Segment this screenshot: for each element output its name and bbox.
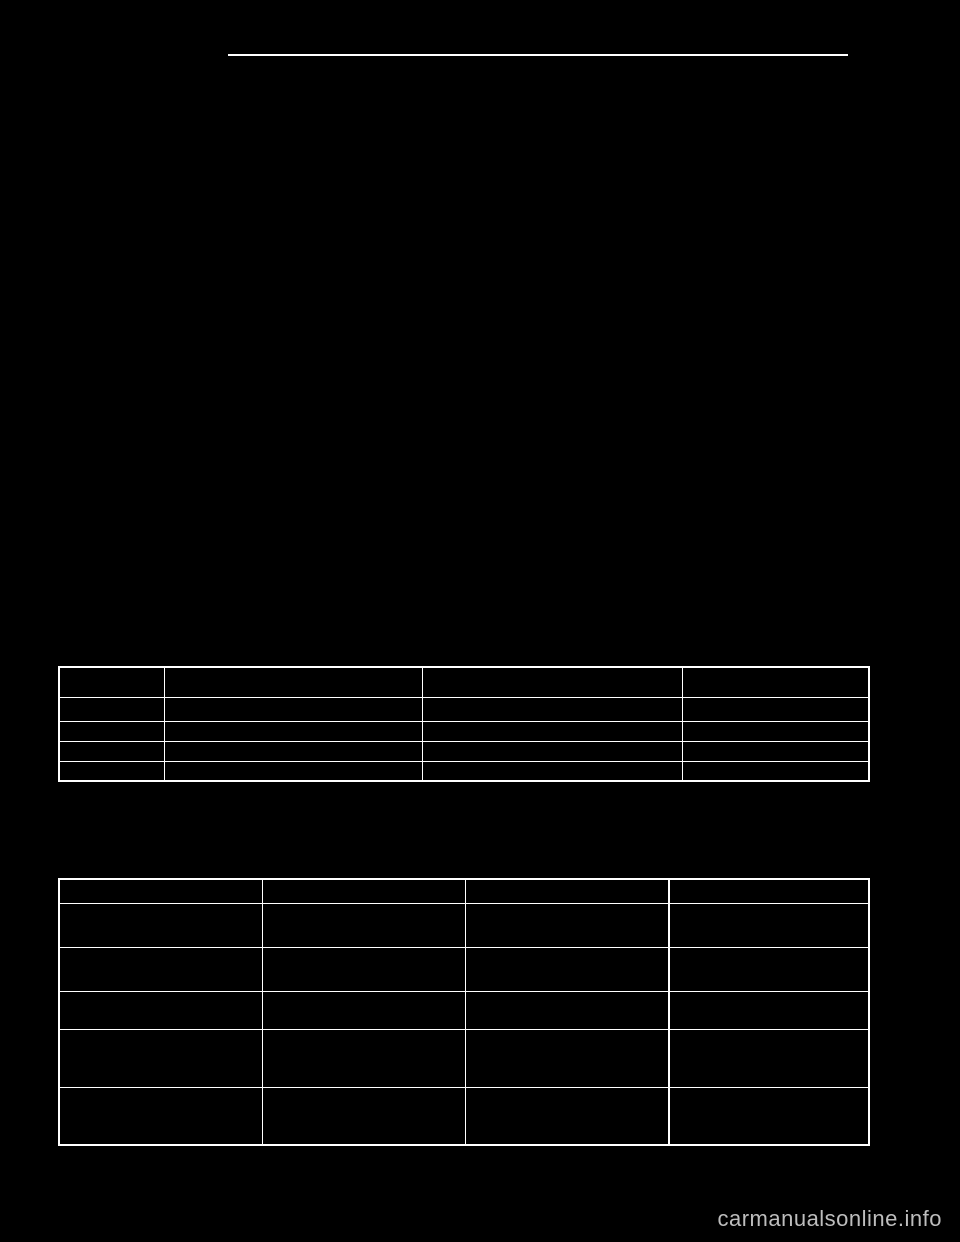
t1-r3c1 (59, 721, 164, 741)
table-row (59, 1029, 869, 1087)
table-row (59, 947, 869, 991)
table-row (59, 721, 869, 741)
header-rule (228, 54, 848, 56)
table-row (59, 1087, 869, 1145)
table-row (59, 903, 869, 947)
t2-r2c3 (465, 903, 669, 947)
t1-r1c1 (59, 667, 164, 697)
watermark-text: carmanualsonline.info (717, 1206, 942, 1232)
t2-r5c4 (669, 1029, 869, 1087)
t2-r4c1 (59, 991, 262, 1029)
table-row (59, 879, 869, 903)
t2-r1c4 (669, 879, 869, 903)
t2-r3c4 (669, 947, 869, 991)
table-row (59, 667, 869, 697)
t1-r1c2 (164, 667, 422, 697)
t2-r5c1 (59, 1029, 262, 1087)
t2-r1c3 (465, 879, 669, 903)
t1-r4c2 (164, 741, 422, 761)
table-row (59, 761, 869, 781)
t1-r2c2 (164, 697, 422, 721)
t1-r4c3 (422, 741, 682, 761)
t2-r6c1 (59, 1087, 262, 1145)
t1-r1c3 (422, 667, 682, 697)
t1-r2c4 (682, 697, 869, 721)
t1-r5c4 (682, 761, 869, 781)
t2-r6c2 (262, 1087, 465, 1145)
t1-r3c3 (422, 721, 682, 741)
t2-r4c4 (669, 991, 869, 1029)
t2-r4c3 (465, 991, 669, 1029)
t2-r3c3 (465, 947, 669, 991)
t2-r2c4 (669, 903, 869, 947)
t1-r2c1 (59, 697, 164, 721)
t1-r4c4 (682, 741, 869, 761)
table-1 (58, 666, 870, 782)
t2-r3c2 (262, 947, 465, 991)
t2-r5c3 (465, 1029, 669, 1087)
t2-r3c1 (59, 947, 262, 991)
t2-r6c4 (669, 1087, 869, 1145)
t1-r4c1 (59, 741, 164, 761)
t2-r1c1 (59, 879, 262, 903)
table-row (59, 697, 869, 721)
table-row (59, 991, 869, 1029)
t2-r6c3 (465, 1087, 669, 1145)
t2-r1c2 (262, 879, 465, 903)
t1-r3c4 (682, 721, 869, 741)
t2-r2c2 (262, 903, 465, 947)
t1-r5c2 (164, 761, 422, 781)
t2-r5c2 (262, 1029, 465, 1087)
t2-r4c2 (262, 991, 465, 1029)
t2-r2c1 (59, 903, 262, 947)
table-2 (58, 878, 870, 1146)
t1-r1c4 (682, 667, 869, 697)
t1-r3c2 (164, 721, 422, 741)
table-row (59, 741, 869, 761)
t1-r5c1 (59, 761, 164, 781)
t1-r5c3 (422, 761, 682, 781)
page: carmanualsonline.info (0, 0, 960, 1242)
t1-r2c3 (422, 697, 682, 721)
